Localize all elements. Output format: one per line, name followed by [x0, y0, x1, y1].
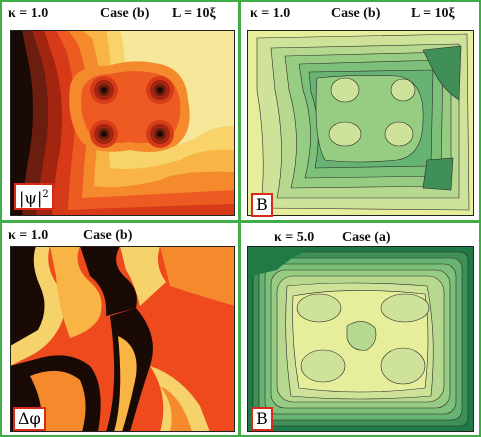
panel-tr-kappa: κ = 1.0	[250, 6, 291, 21]
panel-tl-kappa: κ = 1.0	[8, 6, 49, 21]
panel-tl-length: L = 10ξ	[172, 6, 216, 21]
phase-label: Δφ	[13, 407, 46, 431]
b-field-contour-svg-bottom	[247, 246, 474, 432]
psi-label-sup: 2	[42, 189, 49, 200]
panel-br-kappa: κ = 5.0	[274, 230, 315, 245]
vertical-divider	[238, 0, 241, 437]
panel-bl-case: Case (b)	[83, 228, 133, 243]
psi-squared-label: |ψ|2	[14, 183, 54, 211]
phase-difference-svg	[10, 246, 235, 432]
b-field-contour-svg-top	[247, 30, 474, 216]
psi-squared-contour-plot	[10, 30, 235, 216]
phase-difference-plot	[10, 246, 235, 432]
psi-squared-contour-svg	[10, 30, 235, 216]
panel-bl-kappa: κ = 1.0	[8, 228, 49, 243]
panel-br-case: Case (a)	[342, 230, 391, 245]
b-field-label-bottom: B	[251, 407, 273, 431]
b-field-contour-plot-bottom	[247, 246, 474, 432]
b-field-label-top: B	[251, 193, 273, 217]
panel-tr-length: L = 10ξ	[411, 6, 455, 21]
panel-tl-case: Case (b)	[100, 6, 150, 21]
panel-tr-case: Case (b)	[331, 6, 381, 21]
vortex-cores	[90, 76, 174, 148]
psi-label-text: |ψ|	[19, 188, 43, 208]
b-field-contour-plot-top	[247, 30, 474, 216]
